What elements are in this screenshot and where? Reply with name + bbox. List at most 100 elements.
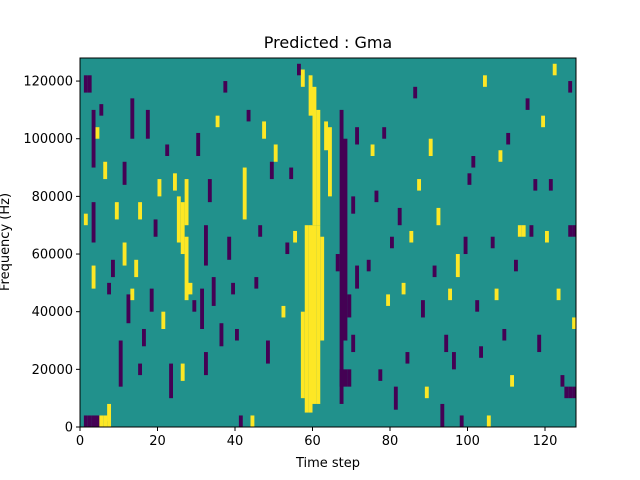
heatmap-cell xyxy=(440,403,445,427)
heatmap-cell xyxy=(138,202,143,220)
heatmap-cell xyxy=(254,277,259,289)
heatmap-cell xyxy=(304,225,309,413)
heatmap-cell xyxy=(281,305,286,318)
heatmap-cell xyxy=(157,179,162,197)
heatmap-cell xyxy=(99,415,104,427)
heatmap-cell xyxy=(211,277,216,306)
heatmap-cell xyxy=(192,300,197,312)
heatmap-cell xyxy=(401,282,406,295)
heatmap-cell xyxy=(467,173,472,185)
heatmap-cell xyxy=(300,311,305,399)
heatmap-cell xyxy=(111,259,115,278)
heatmap-cell xyxy=(308,225,313,413)
heatmap-cell xyxy=(312,225,317,404)
heatmap-cell xyxy=(188,282,193,295)
heatmap-cell xyxy=(320,236,325,341)
heatmap-cell xyxy=(386,294,391,306)
heatmap-cell xyxy=(227,236,232,260)
heatmap-cell xyxy=(545,230,549,243)
heatmap-cell xyxy=(355,127,360,145)
heatmap-cell xyxy=(471,156,476,168)
heatmap-cell xyxy=(149,288,154,312)
heatmap-cell xyxy=(180,202,185,255)
heatmap-cell xyxy=(300,69,305,87)
heatmap-cell xyxy=(510,375,515,387)
x-tick-label: 40 xyxy=(227,434,244,449)
heatmap-cell xyxy=(246,109,251,122)
heatmap-cell xyxy=(122,161,127,185)
heatmap-cell xyxy=(161,311,166,329)
heatmap-cell xyxy=(560,375,565,387)
x-tick-label: 20 xyxy=(149,434,166,449)
heatmap-cell xyxy=(91,415,96,427)
heatmap-cell xyxy=(258,225,263,237)
heatmap-cell xyxy=(393,386,398,410)
heatmap-cell xyxy=(343,138,348,341)
heatmap-cell xyxy=(498,150,503,162)
heatmap-cell xyxy=(548,179,553,191)
heatmap-cell xyxy=(533,179,538,191)
heatmap-cell xyxy=(91,265,96,289)
heatmap-cell xyxy=(475,300,480,312)
heatmap-cell xyxy=(552,63,557,76)
heatmap-background xyxy=(80,58,576,427)
heatmap-cell xyxy=(215,115,220,128)
x-tick-label: 120 xyxy=(533,434,558,449)
heatmap-cell xyxy=(494,288,499,301)
heatmap-cell xyxy=(238,415,243,427)
heatmap-cell xyxy=(339,109,344,404)
heatmap-cell xyxy=(118,340,123,387)
heatmap-cell xyxy=(289,167,294,180)
heatmap-cell xyxy=(95,127,100,139)
heatmap-cell xyxy=(525,98,530,110)
heatmap-cell xyxy=(409,230,414,243)
heatmap-cell xyxy=(285,242,290,255)
heatmap-cell xyxy=(153,219,158,237)
heatmap-cell xyxy=(107,282,112,295)
heatmap-cell xyxy=(572,225,577,237)
y-tick-label: 120000 xyxy=(23,75,73,90)
x-axis: 0 20 40 60 80 100 120 xyxy=(76,427,558,449)
heatmap-cell xyxy=(126,294,131,324)
heatmap-cell xyxy=(95,415,100,427)
x-tick-label: 0 xyxy=(76,434,84,449)
heatmap-cell xyxy=(521,225,526,237)
heatmap-cell xyxy=(351,196,356,214)
y-tick-label: 100000 xyxy=(23,132,73,147)
heatmap-cell xyxy=(572,317,577,329)
x-tick-label: 80 xyxy=(382,434,399,449)
heatmap-cell xyxy=(347,369,352,387)
heatmap-cell xyxy=(572,386,577,399)
heatmap-cell xyxy=(347,294,352,318)
heatmap-cell xyxy=(506,132,511,145)
heatmap-cell xyxy=(370,144,375,157)
heatmap-cell xyxy=(328,127,332,197)
heatmap-cell xyxy=(397,207,402,226)
x-tick-label: 100 xyxy=(455,434,480,449)
heatmap-cell xyxy=(130,288,135,301)
heatmap-cell xyxy=(490,236,495,249)
heatmap-cell xyxy=(103,415,108,427)
heatmap-cell xyxy=(436,207,441,226)
heatmap-cell xyxy=(180,363,185,381)
heatmap-cell xyxy=(452,352,456,370)
heatmap-cell xyxy=(184,236,189,301)
heatmap-cell xyxy=(339,369,344,387)
plot-frame xyxy=(79,57,577,428)
heatmap-cell xyxy=(207,179,212,203)
heatmap-cell xyxy=(568,81,573,93)
heatmap-cell xyxy=(448,288,453,301)
heatmap-cell xyxy=(273,144,278,162)
heatmap-cell xyxy=(444,334,449,353)
heatmap-cell xyxy=(145,109,150,139)
y-axis: 0 20000 40000 60000 80000 100000 120000 xyxy=(23,75,80,436)
heatmap-cell xyxy=(297,63,301,76)
heatmap-cell xyxy=(417,179,422,191)
chart-title: Predicted : Gma xyxy=(264,33,392,52)
heatmap-cell xyxy=(312,86,317,226)
y-axis-label: Frequency (Hz) xyxy=(0,193,13,291)
heatmap-cell xyxy=(568,386,573,399)
heatmap-cell xyxy=(382,127,387,139)
heatmap-cell xyxy=(138,363,143,376)
